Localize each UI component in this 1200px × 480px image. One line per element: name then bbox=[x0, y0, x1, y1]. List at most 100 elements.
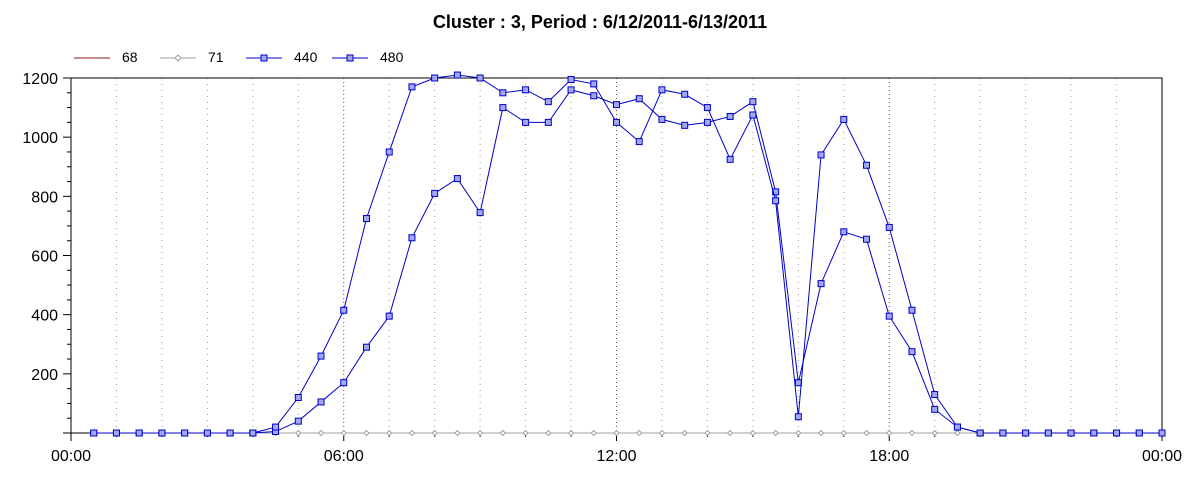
data-point-480 bbox=[749, 111, 757, 119]
data-point-480 bbox=[272, 423, 280, 431]
data-point-480 bbox=[840, 115, 848, 123]
data-point-71 bbox=[476, 429, 484, 437]
data-point-440 bbox=[294, 417, 302, 425]
data-point-480 bbox=[340, 306, 348, 314]
data-point-480 bbox=[431, 74, 439, 82]
data-point-71 bbox=[613, 429, 620, 437]
data-point-480 bbox=[567, 75, 575, 83]
data-point-480 bbox=[817, 151, 825, 159]
data-point-480 bbox=[135, 429, 143, 437]
legend-label-68: 68 bbox=[122, 49, 138, 65]
data-point-480 bbox=[522, 86, 530, 94]
data-point-71 bbox=[772, 429, 779, 437]
data-point-440 bbox=[590, 92, 598, 100]
data-point-480 bbox=[976, 429, 984, 437]
data-point-480 bbox=[544, 98, 552, 106]
data-point-480 bbox=[999, 429, 1007, 437]
data-point-71 bbox=[726, 429, 734, 437]
data-point-480 bbox=[1044, 429, 1052, 437]
data-point-480 bbox=[681, 90, 689, 98]
data-point-480 bbox=[863, 161, 871, 169]
data-point-71 bbox=[295, 429, 302, 437]
x-tick-label: 06:00 bbox=[324, 448, 364, 465]
data-point-440 bbox=[317, 398, 325, 406]
data-point-440 bbox=[817, 280, 825, 288]
y-tick-label: 200 bbox=[31, 367, 58, 384]
data-point-71 bbox=[499, 429, 507, 437]
data-point-71 bbox=[636, 429, 643, 437]
y-tick-label: 800 bbox=[31, 189, 58, 206]
data-point-480 bbox=[385, 148, 393, 156]
data-point-480 bbox=[249, 429, 257, 437]
data-point-480 bbox=[203, 429, 211, 437]
data-point-480 bbox=[158, 429, 166, 437]
data-point-480 bbox=[794, 413, 802, 421]
series-line-440 bbox=[93, 89, 1162, 434]
data-point-71 bbox=[749, 429, 757, 437]
data-point-480 bbox=[408, 83, 416, 91]
data-point-71 bbox=[408, 429, 416, 437]
data-point-71 bbox=[454, 429, 461, 437]
data-point-71 bbox=[567, 429, 575, 437]
data-point-480 bbox=[908, 306, 916, 314]
data-point-440 bbox=[840, 228, 848, 236]
data-point-480 bbox=[1090, 429, 1098, 437]
data-point-71 bbox=[386, 429, 393, 437]
data-point-480 bbox=[590, 80, 598, 88]
data-point-440 bbox=[499, 104, 507, 112]
data-point-480 bbox=[885, 223, 893, 231]
x-tick-label: 00:00 bbox=[51, 448, 91, 465]
data-point-480 bbox=[362, 215, 370, 223]
data-point-440 bbox=[340, 379, 348, 387]
data-point-480 bbox=[294, 394, 302, 401]
data-point-71 bbox=[840, 429, 847, 437]
data-point-440 bbox=[726, 112, 734, 120]
data-point-440 bbox=[385, 312, 393, 320]
data-point-440 bbox=[522, 118, 530, 126]
data-point-71 bbox=[545, 429, 552, 437]
data-point-480 bbox=[1067, 429, 1075, 437]
data-point-71 bbox=[340, 429, 347, 437]
data-point-440 bbox=[772, 188, 780, 196]
y-tick-label: 1200 bbox=[22, 71, 58, 88]
data-point-480 bbox=[613, 118, 620, 126]
data-point-440 bbox=[476, 209, 484, 217]
data-point-480 bbox=[499, 89, 507, 97]
legend-swatch-71 bbox=[160, 54, 196, 62]
data-point-480 bbox=[112, 429, 120, 437]
data-point-71 bbox=[363, 429, 370, 437]
data-point-440 bbox=[567, 86, 575, 94]
data-point-71 bbox=[886, 429, 893, 437]
data-point-480 bbox=[931, 391, 939, 399]
data-point-71 bbox=[908, 429, 916, 437]
data-point-480 bbox=[703, 104, 711, 112]
data-point-480 bbox=[772, 197, 780, 205]
data-point-440 bbox=[635, 95, 643, 103]
data-point-480 bbox=[1158, 429, 1166, 437]
y-tick-label: 1000 bbox=[22, 130, 58, 147]
legend-label-480: 480 bbox=[380, 49, 404, 65]
data-point-480 bbox=[953, 423, 961, 431]
data-point-440 bbox=[408, 234, 416, 242]
data-point-440 bbox=[613, 101, 620, 109]
legend-label-440: 440 bbox=[294, 49, 318, 65]
data-point-480 bbox=[1135, 429, 1143, 437]
data-point-440 bbox=[749, 98, 757, 106]
series-line-480 bbox=[93, 74, 1162, 434]
y-tick-label: 400 bbox=[31, 308, 58, 325]
data-point-440 bbox=[681, 121, 689, 129]
data-point-480 bbox=[90, 429, 98, 437]
data-point-480 bbox=[1022, 429, 1030, 437]
data-point-480 bbox=[635, 138, 643, 146]
data-point-71 bbox=[704, 429, 711, 437]
legend-swatch-480 bbox=[332, 54, 368, 62]
legend-swatch-440 bbox=[246, 54, 282, 62]
plot-frame bbox=[70, 77, 1163, 434]
data-point-71 bbox=[954, 429, 961, 437]
data-point-71 bbox=[931, 429, 938, 437]
chart-title: Cluster : 3, Period : 6/12/2011-6/13/201… bbox=[432, 12, 768, 32]
data-point-71 bbox=[590, 429, 597, 437]
x-tick-label: 00:00 bbox=[1142, 448, 1182, 465]
data-point-480 bbox=[317, 352, 325, 360]
